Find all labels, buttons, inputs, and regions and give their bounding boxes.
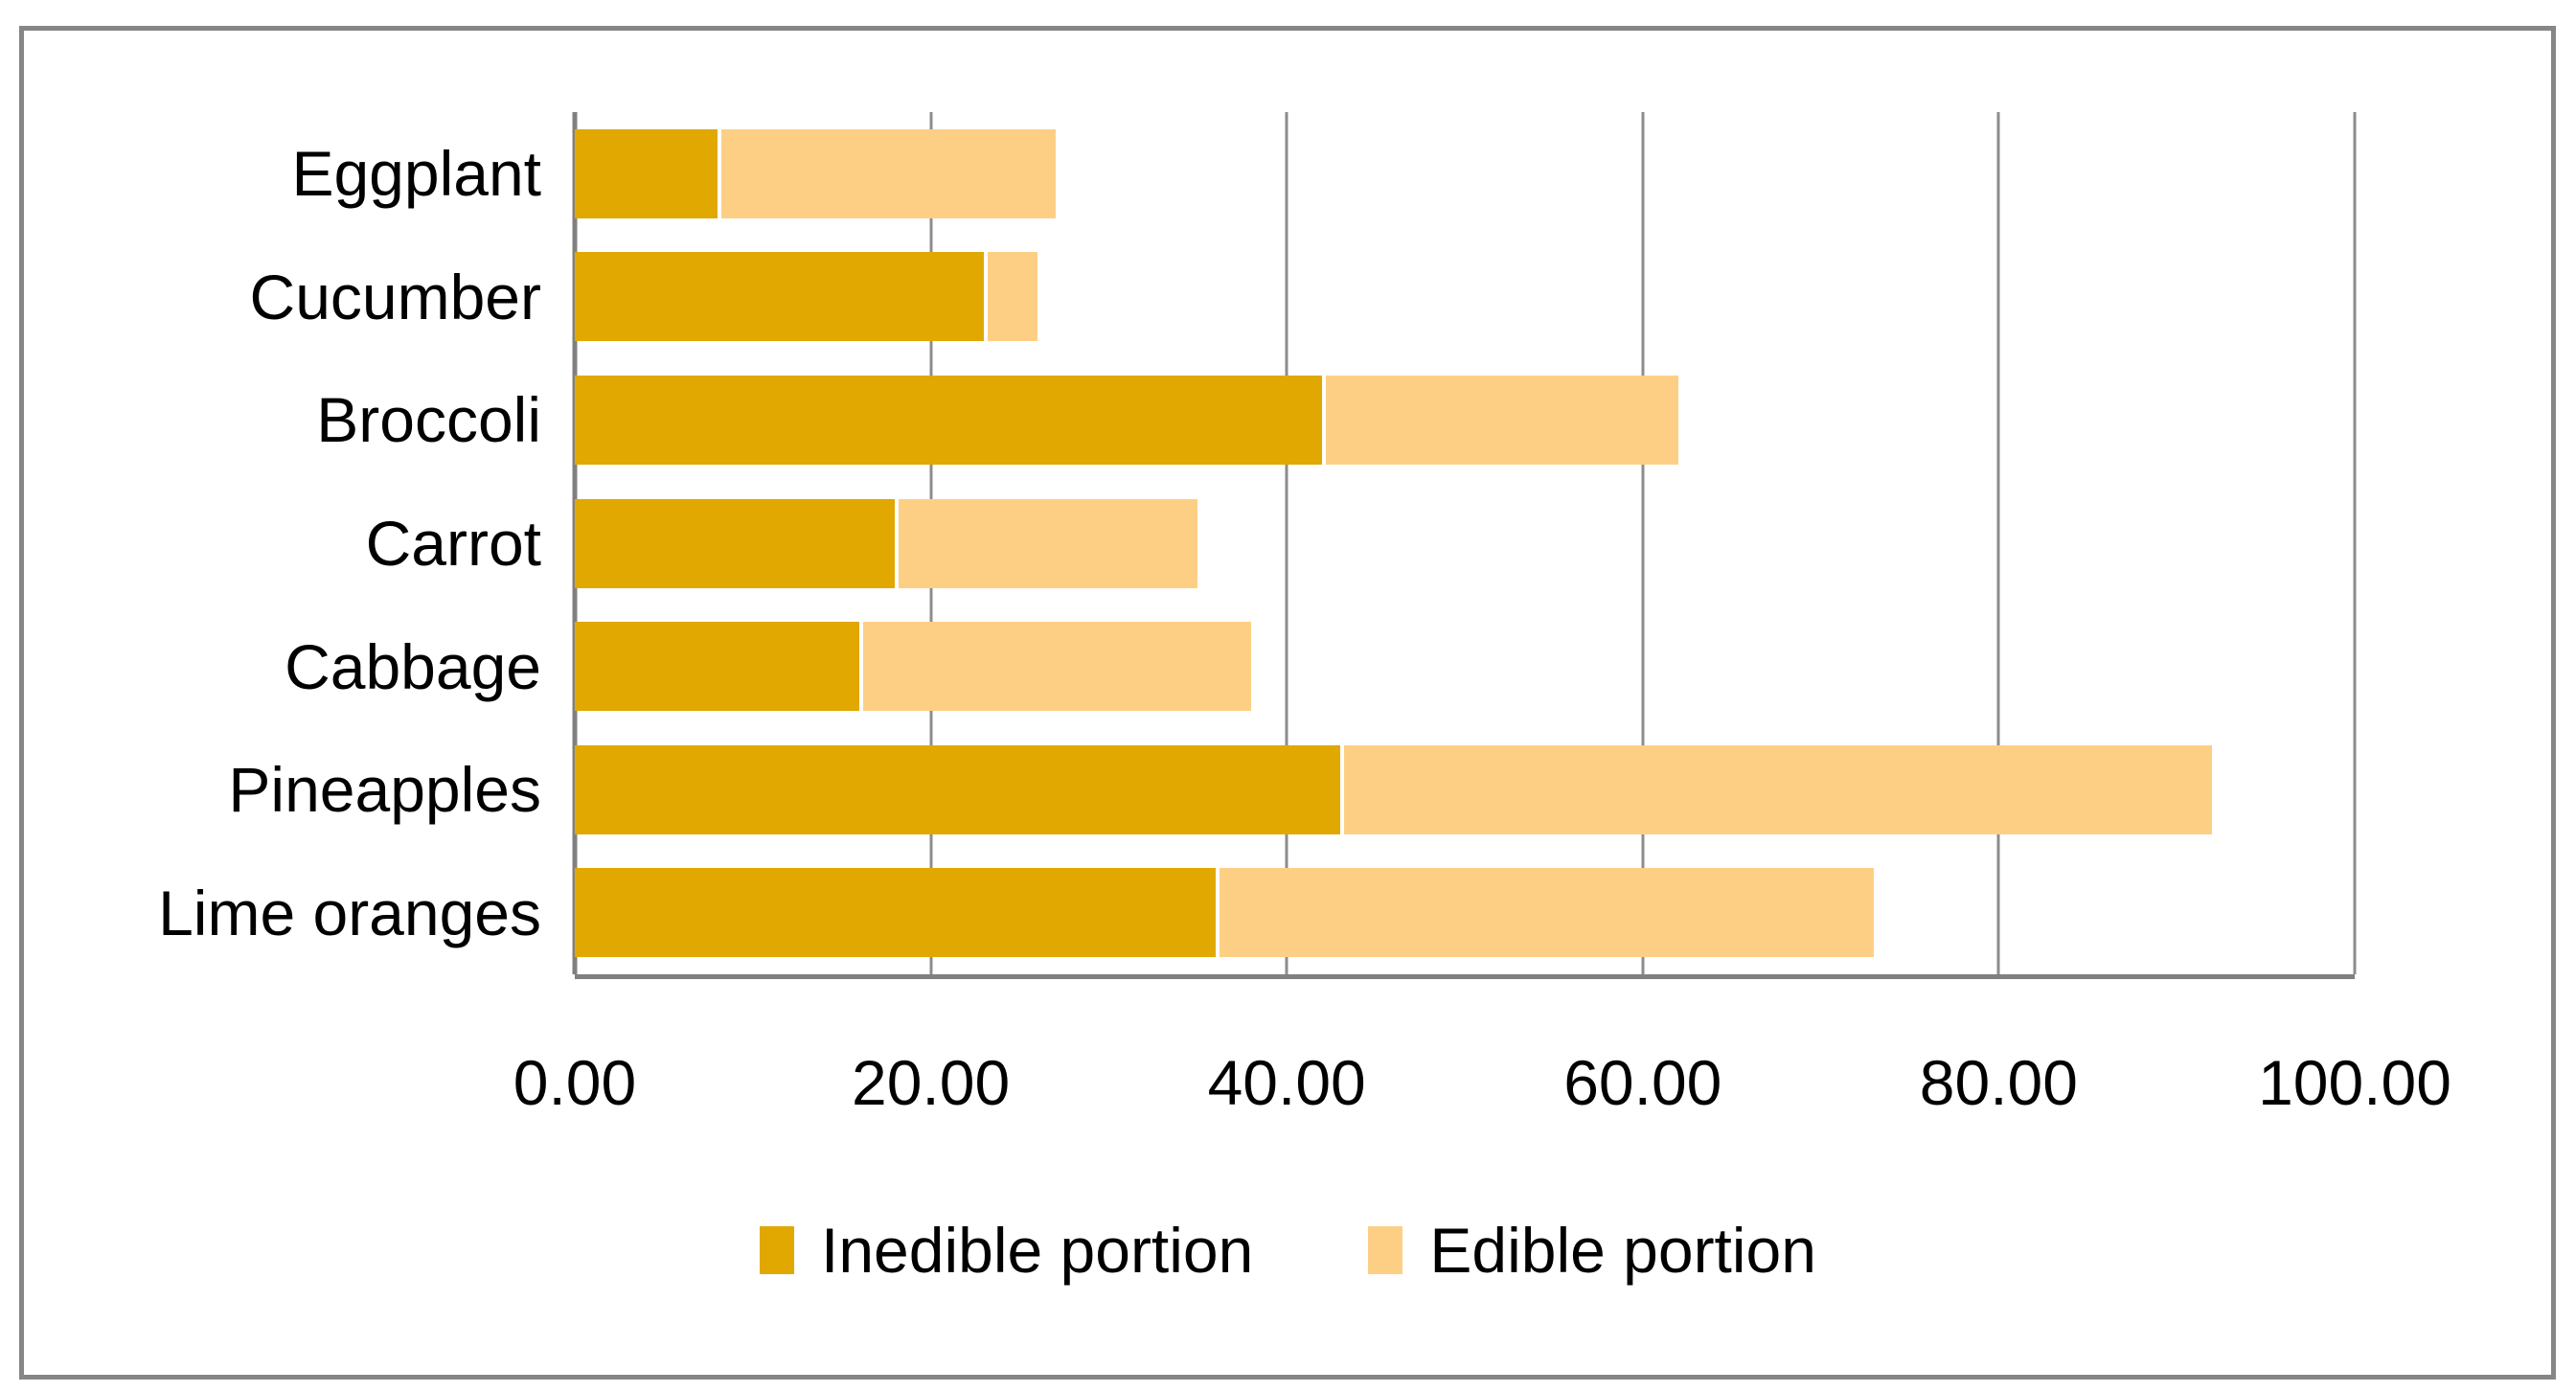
bar-segment-inedible: [575, 252, 985, 342]
bar-segment-edible: [859, 622, 1252, 712]
x-axis-tick-labels: 0.00 20.00 40.00 60.00 80.00 100.00: [513, 1030, 2451, 1135]
bar-row: [575, 605, 2355, 728]
gridline: [1996, 112, 2000, 974]
stacked-bar: [575, 744, 2355, 834]
legend-label: Inedible portion: [821, 1215, 1254, 1286]
plot-area: [572, 112, 2357, 979]
bars-layer: [575, 112, 2355, 974]
stacked-bar: [575, 622, 2355, 712]
bar-segment-edible: [984, 252, 1038, 342]
bar-segment-inedible: [575, 128, 718, 218]
bar-segment-edible: [1339, 744, 2213, 834]
bar-row: [575, 358, 2355, 482]
category-label: Lime oranges: [158, 877, 541, 948]
category-label: Pineapples: [228, 754, 541, 826]
legend-item-edible-portion: Edible portion: [1368, 1214, 1816, 1287]
bar-row: [575, 236, 2355, 359]
bar-segment-edible: [1322, 375, 1678, 465]
bar-segment-edible: [717, 128, 1056, 218]
bar-row: [575, 851, 2355, 974]
stacked-bar: [575, 252, 2355, 342]
gridline: [2353, 112, 2357, 974]
legend-label: Edible portion: [1429, 1215, 1816, 1286]
stacked-bar: [575, 128, 2355, 218]
category-label: Cabbage: [285, 630, 541, 702]
stacked-bar: [575, 868, 2355, 958]
bar-segment-inedible: [575, 868, 1216, 958]
x-axis-tick-label: 100.00: [2258, 1047, 2451, 1118]
category-axis-labels: Eggplant Cucumber Broccoli Carrot Cabbage Pin…: [29, 112, 541, 974]
bar-segment-inedible: [575, 375, 1323, 465]
legend-swatch: [760, 1226, 795, 1274]
bar-segment-edible: [895, 498, 1198, 588]
bar-row: [575, 728, 2355, 852]
bar-row: [575, 112, 2355, 236]
gridline: [1641, 112, 1645, 974]
bar-row: [575, 482, 2355, 605]
legend-item-inedible-portion: Inedible portion: [760, 1214, 1253, 1287]
category-label: Carrot: [365, 508, 541, 580]
x-axis-tick-label: 0.00: [513, 1047, 637, 1118]
x-axis-tick-label: 80.00: [1919, 1047, 2078, 1118]
category-label: Cucumber: [249, 261, 541, 332]
bar-segment-edible: [1215, 868, 1875, 958]
category-label: Broccoli: [316, 384, 541, 456]
bar-segment-inedible: [575, 498, 896, 588]
category-label: Eggplant: [291, 138, 541, 210]
x-axis-tick-label: 60.00: [1563, 1047, 1722, 1118]
bar-segment-inedible: [575, 622, 860, 712]
legend: Inedible portion Edible portion: [0, 1193, 2576, 1308]
x-axis-tick-label: 20.00: [852, 1047, 1011, 1118]
bar-segment-inedible: [575, 744, 1340, 834]
stacked-bar: [575, 375, 2355, 465]
x-axis-tick-label: 40.00: [1207, 1047, 1366, 1118]
stacked-bar: [575, 498, 2355, 588]
legend-swatch: [1368, 1226, 1403, 1274]
gridline: [1285, 112, 1288, 974]
